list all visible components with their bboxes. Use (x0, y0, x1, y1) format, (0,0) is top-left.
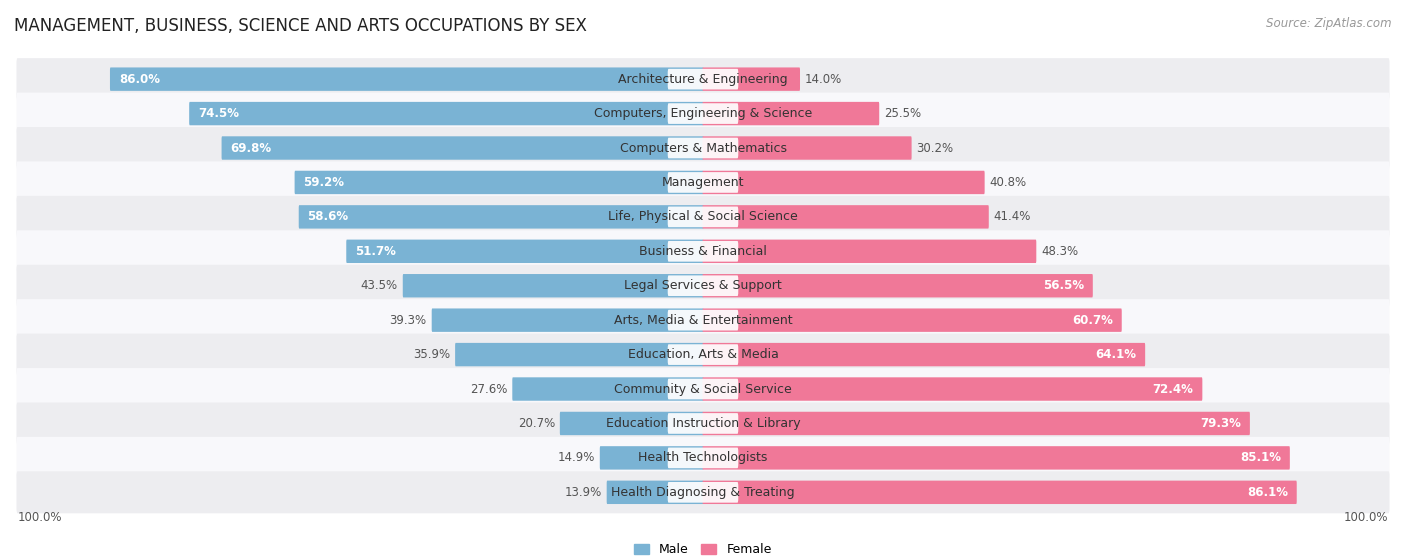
FancyBboxPatch shape (668, 482, 738, 503)
Text: 74.5%: 74.5% (198, 107, 239, 120)
FancyBboxPatch shape (668, 172, 738, 193)
FancyBboxPatch shape (17, 196, 1389, 238)
Text: 27.6%: 27.6% (470, 382, 508, 396)
Text: 60.7%: 60.7% (1071, 314, 1114, 326)
Text: 69.8%: 69.8% (231, 141, 271, 154)
FancyBboxPatch shape (668, 276, 738, 296)
Text: 56.5%: 56.5% (1043, 280, 1084, 292)
FancyBboxPatch shape (17, 230, 1389, 272)
Text: 25.5%: 25.5% (884, 107, 921, 120)
Text: 14.9%: 14.9% (557, 452, 595, 465)
Text: 14.0%: 14.0% (806, 73, 842, 86)
Text: Architecture & Engineering: Architecture & Engineering (619, 73, 787, 86)
FancyBboxPatch shape (703, 481, 1296, 504)
FancyBboxPatch shape (668, 310, 738, 330)
Text: 64.1%: 64.1% (1095, 348, 1136, 361)
Text: 35.9%: 35.9% (413, 348, 450, 361)
Text: Legal Services & Support: Legal Services & Support (624, 280, 782, 292)
FancyBboxPatch shape (298, 205, 703, 229)
FancyBboxPatch shape (17, 58, 1389, 100)
FancyBboxPatch shape (222, 136, 703, 160)
FancyBboxPatch shape (668, 413, 738, 434)
Text: 59.2%: 59.2% (304, 176, 344, 189)
FancyBboxPatch shape (17, 334, 1389, 376)
Text: 79.3%: 79.3% (1201, 417, 1241, 430)
Text: Education, Arts & Media: Education, Arts & Media (627, 348, 779, 361)
FancyBboxPatch shape (703, 170, 984, 194)
FancyBboxPatch shape (432, 309, 703, 332)
FancyBboxPatch shape (668, 138, 738, 158)
Text: 86.0%: 86.0% (118, 73, 160, 86)
FancyBboxPatch shape (668, 378, 738, 399)
Text: 58.6%: 58.6% (308, 210, 349, 224)
FancyBboxPatch shape (295, 170, 703, 194)
FancyBboxPatch shape (17, 299, 1389, 341)
FancyBboxPatch shape (17, 93, 1389, 135)
Text: MANAGEMENT, BUSINESS, SCIENCE AND ARTS OCCUPATIONS BY SEX: MANAGEMENT, BUSINESS, SCIENCE AND ARTS O… (14, 17, 586, 35)
FancyBboxPatch shape (560, 412, 703, 435)
FancyBboxPatch shape (703, 68, 800, 91)
FancyBboxPatch shape (703, 412, 1250, 435)
FancyBboxPatch shape (110, 68, 703, 91)
FancyBboxPatch shape (346, 240, 703, 263)
Text: 30.2%: 30.2% (917, 141, 953, 154)
FancyBboxPatch shape (703, 205, 988, 229)
Text: 39.3%: 39.3% (389, 314, 427, 326)
FancyBboxPatch shape (17, 127, 1389, 169)
Text: 86.1%: 86.1% (1247, 486, 1288, 499)
Text: Computers & Mathematics: Computers & Mathematics (620, 141, 786, 154)
Text: Management: Management (662, 176, 744, 189)
Text: 100.0%: 100.0% (1344, 510, 1389, 524)
Legend: Male, Female: Male, Female (630, 538, 776, 559)
FancyBboxPatch shape (703, 240, 1036, 263)
Text: 85.1%: 85.1% (1240, 452, 1281, 465)
Text: Computers, Engineering & Science: Computers, Engineering & Science (593, 107, 813, 120)
Text: 40.8%: 40.8% (990, 176, 1026, 189)
Text: 72.4%: 72.4% (1153, 382, 1194, 396)
FancyBboxPatch shape (668, 448, 738, 468)
Text: Arts, Media & Entertainment: Arts, Media & Entertainment (613, 314, 793, 326)
Text: 51.7%: 51.7% (356, 245, 396, 258)
Text: Source: ZipAtlas.com: Source: ZipAtlas.com (1267, 17, 1392, 30)
Text: 43.5%: 43.5% (361, 280, 398, 292)
Text: Health Technologists: Health Technologists (638, 452, 768, 465)
FancyBboxPatch shape (17, 471, 1389, 513)
FancyBboxPatch shape (17, 402, 1389, 444)
FancyBboxPatch shape (703, 343, 1144, 366)
Text: Health Diagnosing & Treating: Health Diagnosing & Treating (612, 486, 794, 499)
FancyBboxPatch shape (17, 162, 1389, 203)
FancyBboxPatch shape (512, 377, 703, 401)
FancyBboxPatch shape (703, 136, 911, 160)
FancyBboxPatch shape (17, 437, 1389, 479)
FancyBboxPatch shape (402, 274, 703, 297)
Text: Community & Social Service: Community & Social Service (614, 382, 792, 396)
FancyBboxPatch shape (668, 344, 738, 365)
FancyBboxPatch shape (668, 69, 738, 89)
FancyBboxPatch shape (456, 343, 703, 366)
FancyBboxPatch shape (17, 368, 1389, 410)
FancyBboxPatch shape (600, 446, 703, 470)
Text: 48.3%: 48.3% (1042, 245, 1078, 258)
FancyBboxPatch shape (703, 309, 1122, 332)
Text: 13.9%: 13.9% (564, 486, 602, 499)
FancyBboxPatch shape (17, 265, 1389, 307)
FancyBboxPatch shape (190, 102, 703, 125)
Text: Life, Physical & Social Science: Life, Physical & Social Science (609, 210, 797, 224)
Text: 41.4%: 41.4% (994, 210, 1031, 224)
Text: Business & Financial: Business & Financial (640, 245, 766, 258)
FancyBboxPatch shape (703, 102, 879, 125)
Text: 20.7%: 20.7% (517, 417, 555, 430)
FancyBboxPatch shape (668, 241, 738, 262)
Text: 100.0%: 100.0% (17, 510, 62, 524)
FancyBboxPatch shape (606, 481, 703, 504)
FancyBboxPatch shape (703, 377, 1202, 401)
FancyBboxPatch shape (668, 206, 738, 227)
FancyBboxPatch shape (703, 446, 1289, 470)
FancyBboxPatch shape (668, 103, 738, 124)
FancyBboxPatch shape (703, 274, 1092, 297)
Text: Education Instruction & Library: Education Instruction & Library (606, 417, 800, 430)
